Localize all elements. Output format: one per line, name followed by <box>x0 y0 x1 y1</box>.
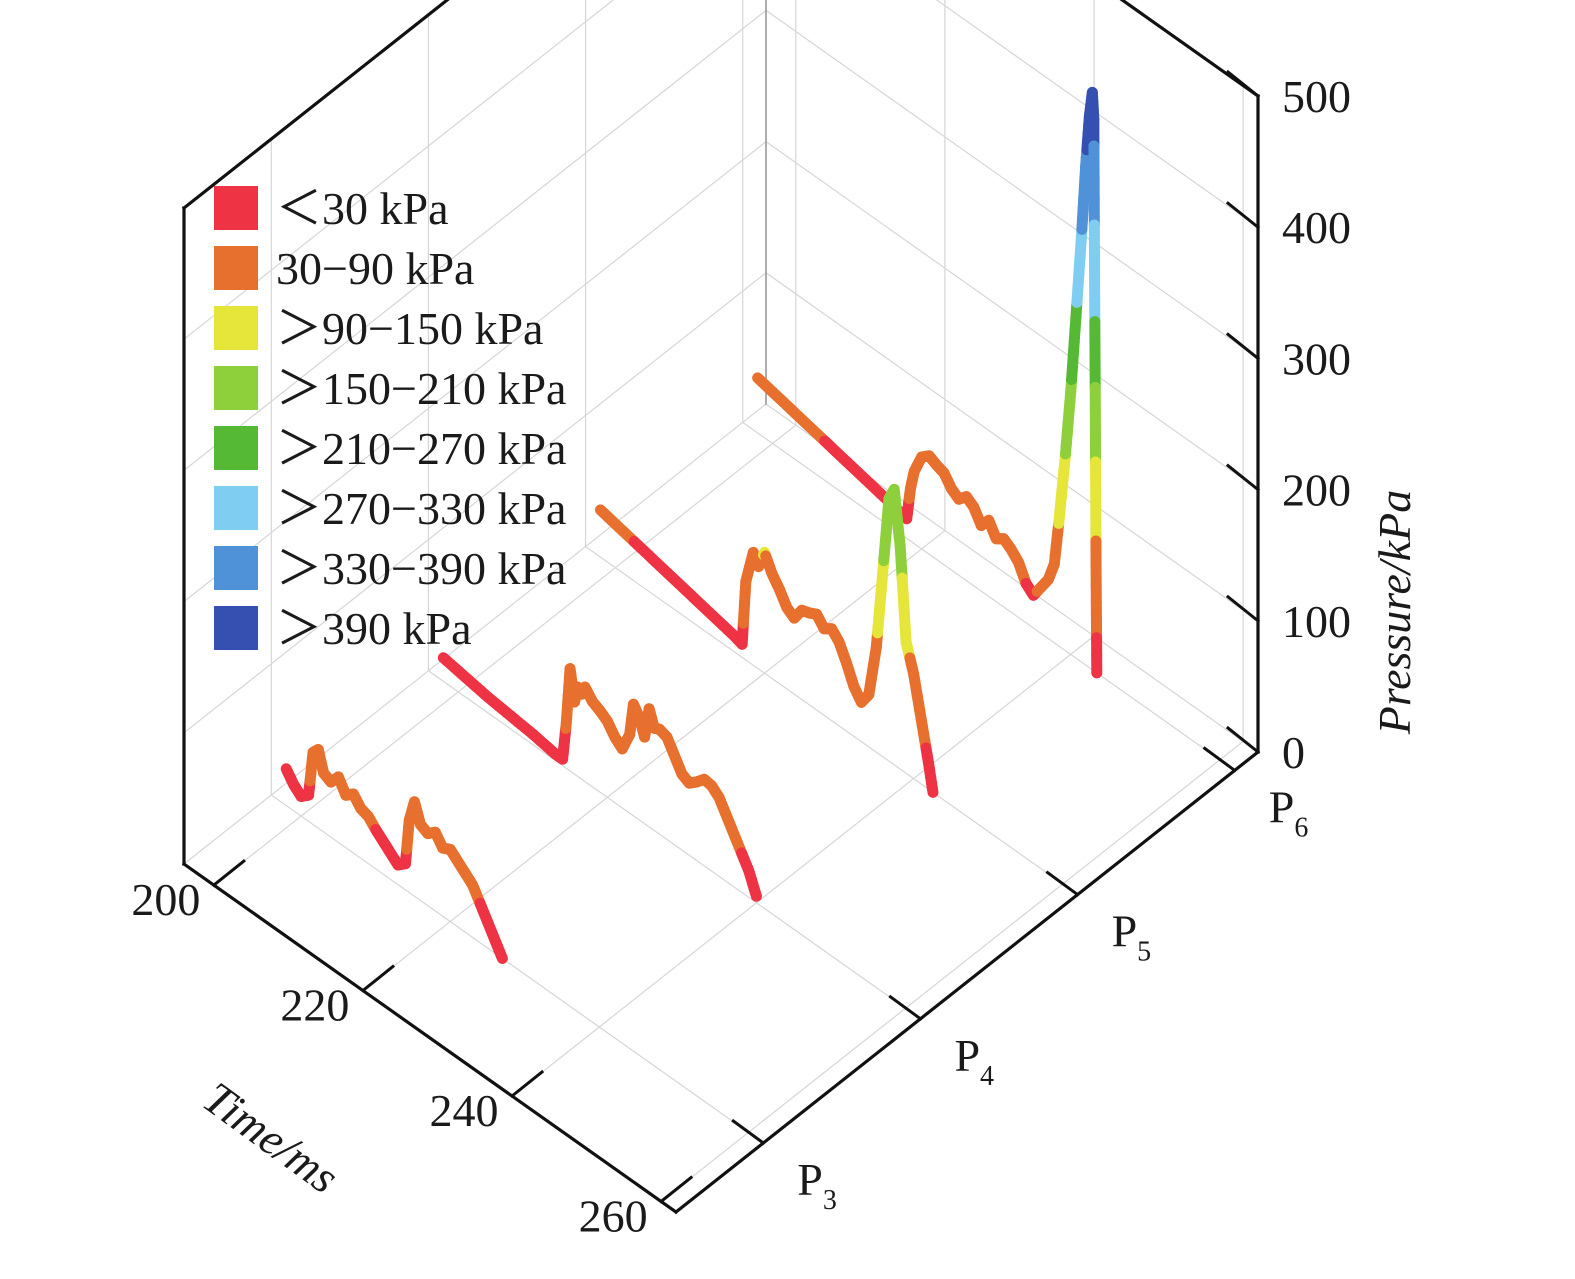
pressure-tick-label: 400 <box>1282 202 1351 253</box>
legend-label: ＞150−210 kPa <box>276 363 566 414</box>
sensor-tick-label: P4 <box>954 1030 994 1092</box>
legend-label: ＞90−150 kPa <box>276 303 543 354</box>
series-p4 <box>437 652 762 902</box>
sensor-tick-subscript: 3 <box>823 1185 837 1216</box>
time-tick-label: 220 <box>280 980 349 1031</box>
sensor-tick-mark <box>888 994 923 1021</box>
series-segment <box>926 781 939 798</box>
x-axis-label: Time/ms <box>194 1072 348 1203</box>
sensor-tick-mark <box>731 1118 766 1146</box>
frame-top-left-edge <box>181 0 450 211</box>
legend-swatch <box>214 606 258 650</box>
gridline-left-pressure <box>183 271 767 734</box>
time-tick-mark <box>658 1175 694 1204</box>
sensor-tick-label: P5 <box>1112 906 1152 968</box>
legend-label: ＞330−390 kPa <box>276 543 566 594</box>
legend-swatch <box>214 426 258 470</box>
legend-swatch <box>214 486 258 530</box>
time-tick-mark <box>360 964 396 993</box>
pressure-tick-label: 100 <box>1282 596 1351 647</box>
sensor-tick-label: P6 <box>1269 781 1309 843</box>
legend-swatch <box>214 366 258 410</box>
pressure-tick-mark <box>1225 594 1261 623</box>
gridline-floor-sensor <box>741 421 1236 772</box>
pressure-tick-label: 200 <box>1282 465 1351 516</box>
grid-lines <box>183 0 1259 1203</box>
sensor-tick-mark <box>1045 870 1080 897</box>
pressure-tick-mark <box>1225 725 1261 755</box>
series-segment <box>495 949 508 964</box>
sensor-axis-line <box>673 749 1261 1215</box>
legend-label: ＞270−330 kPa <box>276 483 566 534</box>
time-tick-mark <box>509 1069 545 1099</box>
series-lines <box>280 86 1103 964</box>
pressure-tick-label: 500 <box>1282 71 1351 122</box>
sensor-tick-subscript: 6 <box>1294 812 1308 843</box>
gridline-floor-time <box>660 740 1244 1203</box>
gridline-floor-time <box>212 424 797 886</box>
z-axis-label: Pressure/kPa <box>1369 490 1420 735</box>
legend-label: ＞390 kPa <box>276 603 472 654</box>
gridline-back-pressure <box>935 0 1259 229</box>
time-tick-label: 240 <box>430 1085 499 1136</box>
gridline-back-pressure <box>1121 0 1259 97</box>
time-tick-mark <box>211 858 246 888</box>
gridline-left-pressure <box>183 0 615 341</box>
gridline-left-pressure <box>183 403 767 865</box>
legend-swatch <box>214 546 258 590</box>
gridline-floor-time <box>362 529 946 992</box>
legend-swatch <box>214 306 258 350</box>
legend-swatch <box>214 186 258 230</box>
legend-swatch <box>214 246 258 290</box>
pressure-tick-mark <box>1225 201 1261 230</box>
sensor-tick-mark <box>1202 746 1237 773</box>
series-p3 <box>280 743 508 964</box>
pressure-tick-label: 300 <box>1282 333 1351 384</box>
time-tick-label: 260 <box>579 1190 648 1241</box>
gridline-back-pressure <box>765 9 1259 360</box>
sensor-tick-subscript: 5 <box>1137 937 1151 968</box>
series-segment <box>749 886 762 902</box>
legend-label: 30−90 kPa <box>276 243 474 294</box>
pressure-tick-mark <box>1225 463 1261 492</box>
gridline-left-pressure <box>183 9 767 472</box>
sensor-tick-label: P3 <box>797 1154 837 1216</box>
pressure-tick-mark <box>1225 332 1261 361</box>
gridline-floor-time <box>511 635 1095 1097</box>
gridline-floor-sensor <box>270 794 765 1144</box>
series-p5 <box>594 483 939 798</box>
sensor-tick-subscript: 4 <box>980 1061 994 1092</box>
time-axis-line <box>181 861 679 1215</box>
time-tick-label: 200 <box>131 874 200 925</box>
axes-frame <box>181 0 1261 1215</box>
pressure-tick-mark <box>1225 69 1261 99</box>
series-p6 <box>752 86 1103 679</box>
frame-top-right-edge <box>1119 0 1261 99</box>
legend: ＜30 kPa 30−90 kPa ＞90−150 kPa ＞150−210 kPa ＞… <box>214 183 566 654</box>
legend-label: ＜30 kPa <box>276 183 449 234</box>
gridline-back-pressure <box>765 140 1259 491</box>
gridline-floor-sensor <box>427 669 922 1020</box>
pressure-tick-label: 0 <box>1282 727 1305 778</box>
legend-label: ＞210−270 kPa <box>276 423 566 474</box>
gridline-floor-sensor <box>584 545 1079 896</box>
gridline-left-pressure <box>183 140 767 603</box>
gridline-back-pressure <box>765 271 1259 622</box>
